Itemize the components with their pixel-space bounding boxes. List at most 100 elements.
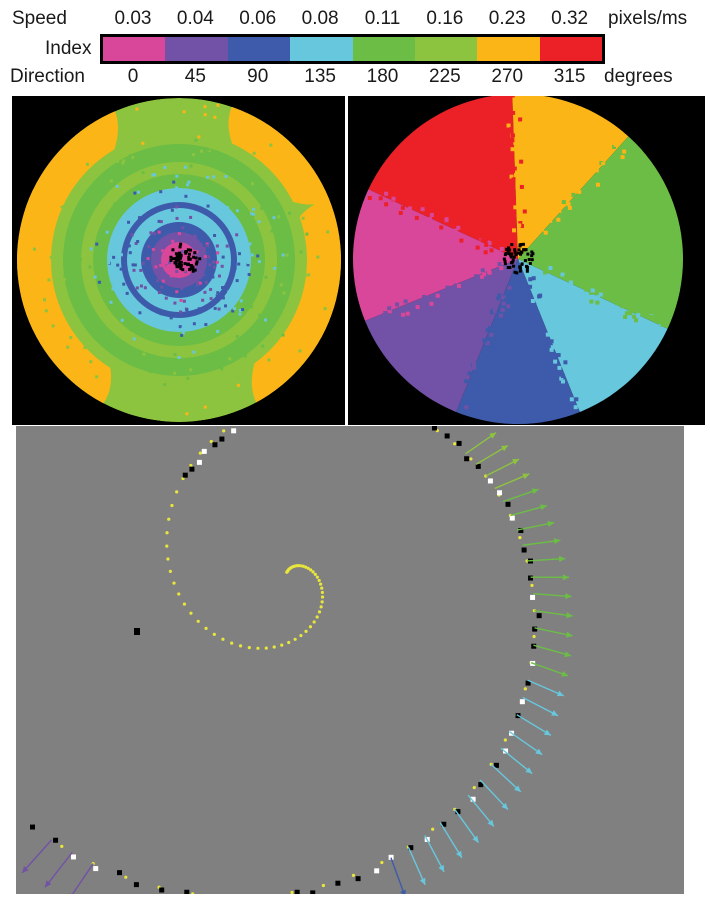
- speed-speckle: [169, 390, 173, 394]
- speed-speckle: [194, 138, 198, 142]
- direction-boundary-speckle: [577, 189, 582, 194]
- speed-speckle: [189, 379, 193, 383]
- speed-tick-label: 0.11: [364, 8, 401, 29]
- direction-boundary-speckle: [649, 314, 654, 319]
- speed-speckle: [250, 253, 254, 257]
- direction-boundary-speckle: [409, 302, 414, 307]
- speed-speckle: [174, 360, 178, 364]
- arrow-head: [501, 802, 509, 810]
- speed-speckle: [47, 278, 51, 282]
- speed-speckle: [215, 294, 219, 298]
- direction-boundary-speckle: [546, 346, 551, 351]
- direction-boundary-speckle: [489, 248, 494, 253]
- speed-speckle: [258, 313, 262, 317]
- speed-speckle: [267, 358, 271, 362]
- direction-boundary-speckle: [584, 287, 589, 292]
- speed-speckle: [127, 220, 131, 224]
- direction-boundary-speckle: [517, 223, 522, 228]
- velocity-arrow: [516, 521, 555, 531]
- speed-speckle: [169, 270, 173, 274]
- speed-speckle: [215, 244, 219, 248]
- direction-sector: [518, 259, 683, 424]
- speed-speckle: [179, 279, 183, 283]
- speed-speckle: [196, 283, 200, 287]
- speed-speckle: [163, 383, 167, 387]
- velocity-arrow: [454, 808, 480, 843]
- speed-speckle: [212, 265, 216, 269]
- velocity-arrow: [439, 822, 463, 859]
- direction-boundary-speckle: [649, 327, 654, 332]
- speed-speckle: [163, 165, 167, 169]
- direction-boundary-speckle: [543, 240, 548, 245]
- speed-tick-label: 0.32: [551, 8, 589, 29]
- direction-boundary-speckle: [601, 161, 606, 166]
- arrow-head: [547, 520, 555, 527]
- direction-boundary-speckle: [484, 242, 489, 247]
- speed-speckle: [173, 353, 177, 357]
- speed-speckle: [165, 265, 169, 269]
- direction-boundary-speckle: [361, 187, 366, 192]
- speed-speckle: [159, 220, 163, 224]
- velocity-arrow: [479, 779, 509, 811]
- speed-speckle: [161, 279, 165, 283]
- speed-speckle: [166, 241, 170, 245]
- direction-boundary-speckle: [483, 238, 488, 243]
- speed-row-label: Speed: [12, 8, 67, 29]
- velocity-arrow: [527, 557, 566, 562]
- speed-speckle: [257, 220, 261, 224]
- direction-tick-label: 225: [429, 66, 461, 87]
- arrow-head: [565, 593, 572, 600]
- speed-speckle: [235, 279, 239, 283]
- speed-speckle: [182, 110, 186, 114]
- direction-boundary-speckle: [511, 110, 516, 115]
- speed-speckle: [237, 252, 241, 256]
- direction-boundary-speckle: [549, 339, 554, 344]
- speed-speckle: [241, 348, 245, 352]
- speed-speckle: [32, 247, 36, 251]
- speed-speckle: [112, 125, 116, 129]
- speed-speckle: [152, 409, 156, 413]
- speed-speckle: [41, 216, 45, 220]
- speed-speckle: [122, 282, 126, 286]
- direction-boundary-speckle: [680, 334, 683, 339]
- speed-speckle: [272, 216, 276, 220]
- speed-speckle: [238, 309, 242, 313]
- direction-boundary-speckle: [636, 313, 641, 318]
- speed-speckle: [133, 191, 137, 195]
- direction-boundary-speckle: [556, 353, 561, 358]
- speed-speckle: [295, 159, 299, 163]
- direction-boundary-speckle: [545, 332, 550, 337]
- velocity-arrow: [534, 627, 573, 637]
- direction-boundary-speckle: [507, 285, 512, 290]
- direction-boundary-speckle: [501, 301, 506, 306]
- direction-boundary-speckle: [513, 205, 518, 210]
- direction-boundary-speckle: [559, 220, 564, 225]
- direction-boundary-speckle: [519, 200, 524, 205]
- direction-boundary-speckle: [482, 338, 487, 343]
- speed-speckle: [262, 129, 266, 133]
- speed-speckle: [253, 122, 257, 126]
- direction-boundary-speckle: [480, 238, 485, 243]
- speed-speckle: [125, 383, 129, 387]
- speed-speckle: [73, 230, 77, 234]
- speed-speckle: [175, 290, 179, 294]
- speed-speckle: [131, 220, 135, 224]
- speed-speckle: [158, 248, 162, 252]
- speed-speckle: [203, 290, 207, 294]
- spiral-trajectory: [21, 426, 573, 894]
- direction-map-panel: [348, 96, 705, 425]
- direction-boundary-speckle: [623, 145, 628, 150]
- speed-speckle: [213, 115, 217, 119]
- direction-boundary-speckle: [464, 405, 469, 410]
- speed-speckle: [189, 368, 193, 372]
- direction-boundary-speckle: [548, 218, 553, 223]
- speed-speckle: [221, 223, 225, 227]
- speed-speckle: [142, 352, 146, 356]
- speed-speckle: [249, 305, 253, 309]
- direction-boundary-speckle: [384, 202, 389, 207]
- speed-speckle: [173, 301, 177, 305]
- speed-speckle: [166, 259, 170, 263]
- direction-boundary-speckle: [622, 149, 627, 154]
- direction-boundary-speckle: [362, 325, 367, 330]
- direction-boundary-speckle: [575, 200, 580, 205]
